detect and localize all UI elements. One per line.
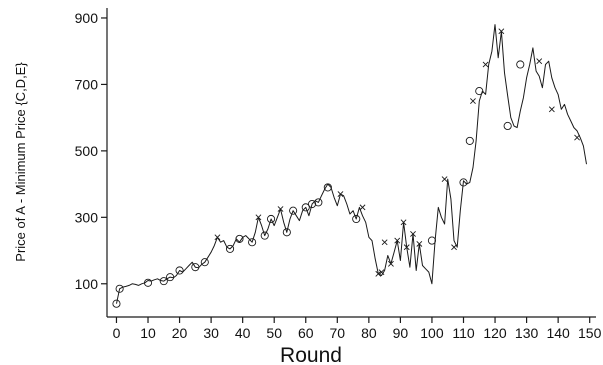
x-axis-title: Round (280, 344, 342, 365)
x-marker (214, 234, 221, 241)
x-tick-label: 40 (235, 325, 251, 341)
circle-marker (459, 178, 468, 187)
y-ticks: 100 300 500 700 900 (75, 10, 107, 292)
x-tick-label: 70 (330, 325, 346, 341)
price-series-line (116, 24, 587, 304)
circle-marker (323, 183, 332, 192)
circle-marker (314, 198, 323, 207)
circle-marker (427, 236, 436, 245)
x-marker (359, 204, 366, 211)
circle-marker (115, 284, 124, 293)
x-tick-label: 130 (515, 325, 539, 341)
circle-marker (159, 277, 168, 286)
circle-marker (267, 214, 276, 224)
x-tick-label: 60 (298, 325, 314, 341)
x-tick-label: 10 (140, 325, 156, 341)
x-marker (403, 244, 410, 251)
y-tick-label: 700 (75, 76, 99, 92)
x-ticks: 0 10 20 30 40 50 60 70 80 90 100 110 120 130 140 150 (113, 317, 602, 341)
circle-marker (308, 199, 317, 209)
circle-marker (200, 258, 209, 267)
x-marker (451, 244, 457, 251)
circle-marker (289, 206, 298, 215)
y-tick-label: 300 (75, 209, 99, 225)
circle-marker (225, 244, 235, 253)
circle-marker (235, 234, 244, 243)
y-axis-title: Price of A - Minimum Price {C,D,E} (13, 62, 28, 262)
circle-marker (465, 136, 474, 145)
axes (106, 8, 596, 318)
x-marker (470, 98, 476, 104)
x-marker (337, 191, 344, 197)
x-tick-label: 20 (172, 325, 188, 341)
circle-marker (516, 60, 525, 69)
x-tick-label: 100 (420, 325, 444, 341)
x-tick-label: 90 (393, 325, 409, 341)
x-marker (410, 231, 416, 237)
x-marker (416, 240, 423, 247)
circle-marker (175, 266, 184, 275)
circle-marker (166, 273, 175, 282)
circle-marker (191, 263, 200, 272)
circle-marker (248, 238, 257, 247)
circle-marker (503, 121, 512, 131)
x-marker (548, 106, 555, 113)
x-marker (536, 58, 543, 65)
x-tick-label: 120 (483, 325, 507, 341)
x-marker (394, 237, 401, 244)
circle-marker (143, 278, 153, 287)
x-marker (574, 134, 580, 141)
x-tick-label: 150 (578, 325, 602, 341)
circle-marker (282, 228, 291, 237)
y-tick-label: 100 (75, 276, 99, 292)
x-marker (400, 219, 407, 226)
x-marker (388, 260, 394, 267)
x-tick-label: 140 (546, 325, 570, 341)
x-marker (441, 176, 448, 183)
x-marker (255, 214, 262, 221)
x-marker (378, 269, 385, 276)
circle-marker (112, 299, 121, 308)
x-tick-label: 50 (266, 325, 282, 341)
x-marker (482, 61, 489, 68)
x-tick-label: 0 (113, 325, 121, 341)
x-marker (375, 270, 382, 277)
y-tick-label: 500 (75, 143, 99, 159)
circle-marker (301, 203, 310, 212)
x-tick-label: 30 (203, 325, 219, 341)
plot-area (112, 24, 587, 308)
circle-marker (260, 231, 269, 240)
x-marker (381, 239, 388, 246)
x-tick-label: 80 (361, 325, 377, 341)
y-tick-label: 900 (75, 10, 99, 26)
x-marker (498, 28, 505, 35)
x-tick-label: 110 (452, 325, 475, 341)
circle-marker (352, 214, 361, 224)
circle-marker (475, 87, 484, 96)
x-marker (277, 206, 284, 212)
